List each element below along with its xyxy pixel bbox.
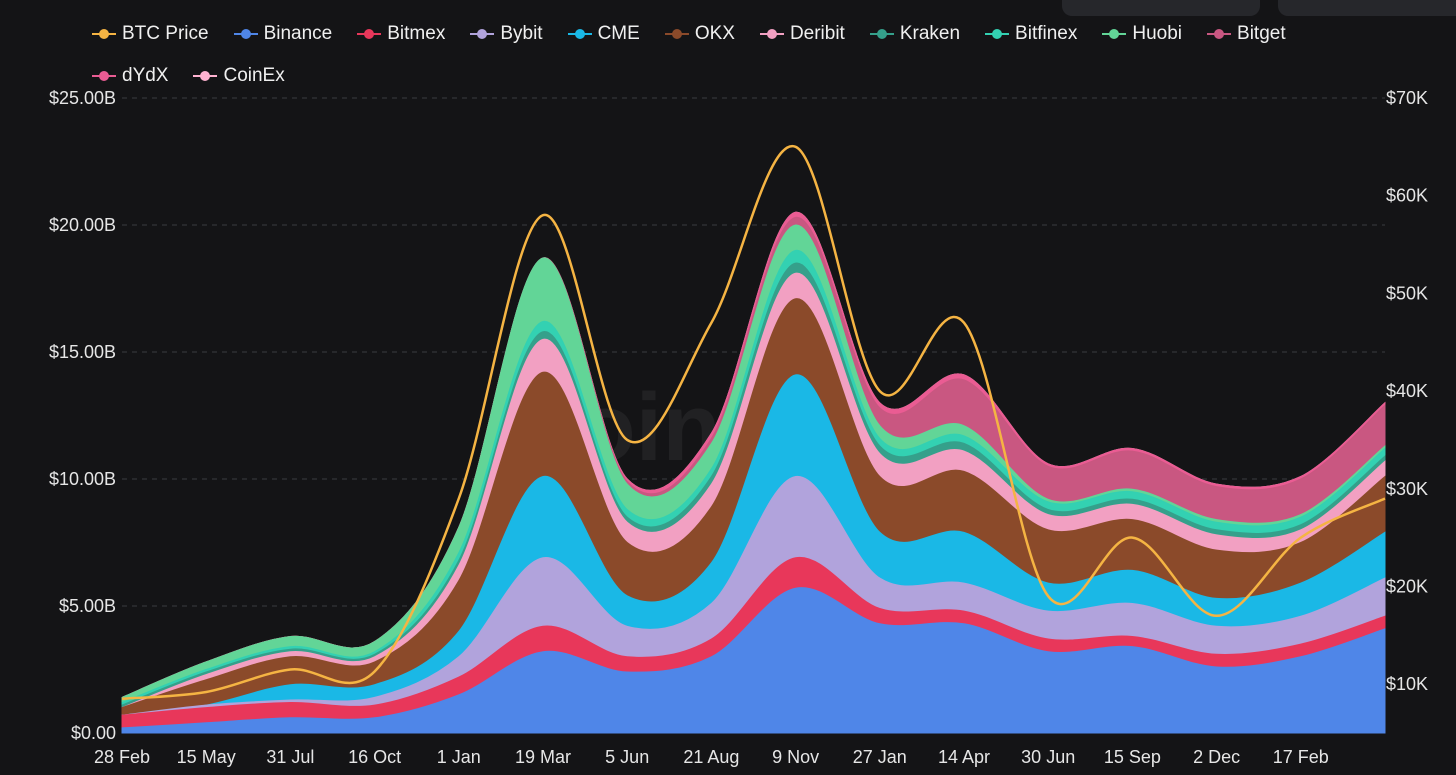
x-tick-label: 5 Jun — [605, 747, 649, 767]
legend-item-bitmex[interactable]: Bitmex — [357, 22, 445, 46]
legend-label-coinex: CoinEx — [223, 65, 285, 86]
legend-label-huobi: Huobi — [1132, 23, 1183, 44]
legend-item-bitfinex[interactable]: Bitfinex — [985, 22, 1077, 46]
btc-price-line — [121, 145, 1386, 701]
x-tick-label: 21 Aug — [683, 747, 739, 767]
legend-marker-cme — [567, 29, 592, 39]
legend-item-coinex[interactable]: CoinEx — [193, 64, 285, 88]
y-left-tick-label: $0.00 — [71, 723, 116, 743]
x-tick-label: 19 Mar — [515, 747, 571, 767]
legend-marker-bitmex — [357, 29, 382, 39]
x-tick-label: 31 Jul — [266, 747, 314, 767]
x-tick-label: 27 Jan — [853, 747, 907, 767]
legend-marker-huobi — [1102, 29, 1127, 39]
x-tick-label: 16 Oct — [348, 747, 401, 767]
x-tick-label: 14 Apr — [938, 747, 990, 767]
legend-marker-dydx — [92, 71, 116, 81]
legend-marker-coinex — [193, 71, 218, 81]
y-left-tick-label: $15.00B — [49, 342, 116, 362]
legend-item-huobi[interactable]: Huobi — [1102, 22, 1182, 46]
x-tick-label: 17 Feb — [1273, 747, 1329, 767]
legend-item-bitget[interactable]: Bitget — [1207, 22, 1286, 46]
y-right-tick-label: $70K — [1386, 88, 1428, 108]
legend-item-btc-price[interactable]: BTC Price — [92, 22, 209, 46]
legend-item-bybit[interactable]: Bybit — [470, 22, 543, 46]
chart-legend: BTC Price Binance Bitmex Bybit CME OKX Deribit… — [92, 22, 1392, 88]
legend-item-okx[interactable]: OKX — [664, 22, 735, 46]
y-axis-left: $0.00 $5.00B $10.00B $15.00B $20.00B $25.00B — [49, 88, 116, 743]
y-right-tick-label: $40K — [1386, 381, 1428, 401]
y-right-tick-label: $30K — [1386, 479, 1428, 499]
y-right-tick-label: $50K — [1386, 283, 1428, 303]
legend-label-btc-price: BTC Price — [122, 23, 209, 44]
legend-label-bitget: Bitget — [1237, 23, 1286, 44]
x-tick-label: 28 Feb — [94, 747, 150, 767]
legend-label-binance: Binance — [263, 23, 333, 44]
legend-label-deribit: Deribit — [789, 23, 845, 44]
legend-item-deribit[interactable]: Deribit — [759, 22, 845, 46]
legend-marker-binance — [233, 29, 258, 39]
top-tab-right[interactable] — [1278, 0, 1456, 16]
legend-label-cme: CME — [597, 23, 640, 44]
legend-item-cme[interactable]: CME — [567, 22, 640, 46]
top-tab-left[interactable] — [1062, 0, 1260, 16]
legend-marker-bitget — [1207, 29, 1232, 39]
legend-item-binance[interactable]: Binance — [233, 22, 333, 46]
y-left-tick-label: $5.00B — [59, 596, 116, 616]
x-tick-label: 15 May — [177, 747, 236, 767]
legend-label-kraken: Kraken — [899, 23, 961, 44]
y-left-tick-label: $20.00B — [49, 215, 116, 235]
x-tick-label: 30 Jun — [1021, 747, 1075, 767]
legend-marker-okx — [664, 29, 689, 39]
y-left-tick-label: $10.00B — [49, 469, 116, 489]
legend-marker-bitfinex — [985, 29, 1010, 39]
legend-label-bitmex: Bitmex — [387, 23, 446, 44]
x-tick-label: 15 Sep — [1104, 747, 1161, 767]
legend-marker-bybit — [470, 29, 495, 39]
y-right-tick-label: $60K — [1386, 186, 1428, 206]
y-axis-right: $10K $20K $30K $40K $50K $60K $70K — [1386, 88, 1428, 694]
legend-item-kraken[interactable]: Kraken — [869, 22, 961, 46]
legend-marker-deribit — [759, 29, 784, 39]
legend-label-bybit: Bybit — [500, 23, 543, 44]
series-areas — [121, 211, 1386, 734]
area-binance — [121, 587, 1386, 734]
legend-marker-btc-price — [92, 29, 116, 39]
legend-label-bitfinex: Bitfinex — [1015, 23, 1078, 44]
legend-item-dydx[interactable]: dYdX — [92, 64, 168, 88]
x-tick-label: 1 Jan — [437, 747, 481, 767]
x-axis: 28 Feb 15 May 31 Jul 16 Oct 1 Jan 19 Mar 5 Jun… — [94, 747, 1329, 767]
legend-label-okx: OKX — [694, 23, 735, 44]
x-tick-label: 2 Dec — [1193, 747, 1240, 767]
y-right-tick-label: $10K — [1386, 674, 1428, 694]
legend-marker-kraken — [869, 29, 894, 39]
x-tick-label: 9 Nov — [772, 747, 819, 767]
y-left-tick-label: $25.00B — [49, 88, 116, 108]
legend-label-dydx: dYdX — [122, 65, 169, 86]
y-right-tick-label: $20K — [1386, 576, 1428, 596]
btc-price-line-group — [121, 145, 1386, 701]
